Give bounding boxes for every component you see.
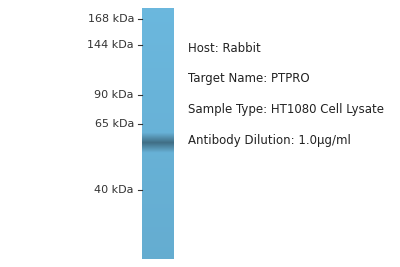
Text: 144 kDa: 144 kDa (87, 40, 134, 50)
Text: Host: Rabbit: Host: Rabbit (188, 42, 261, 54)
Text: 90 kDa: 90 kDa (94, 90, 134, 100)
Text: Sample Type: HT1080 Cell Lysate: Sample Type: HT1080 Cell Lysate (188, 103, 384, 116)
Text: Antibody Dilution: 1.0µg/ml: Antibody Dilution: 1.0µg/ml (188, 134, 351, 147)
Text: 168 kDa: 168 kDa (88, 14, 134, 24)
Text: 65 kDa: 65 kDa (95, 119, 134, 129)
Text: 40 kDa: 40 kDa (94, 184, 134, 195)
Text: Target Name: PTPRO: Target Name: PTPRO (188, 72, 310, 85)
